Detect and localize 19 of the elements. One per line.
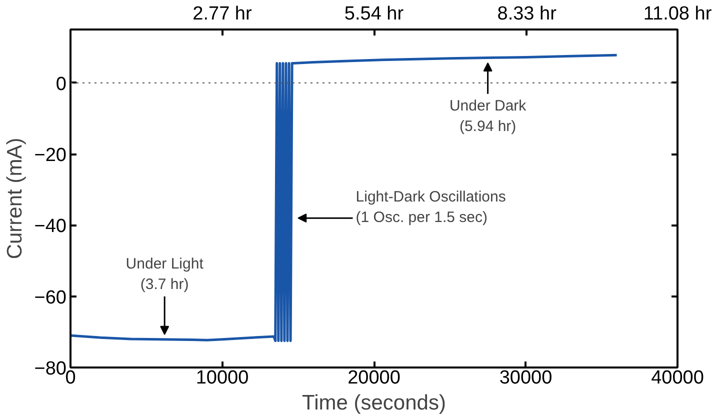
annotation: Light-Dark Oscillations (1 Osc. per 1.5 sec) (356, 188, 506, 226)
annotation: Under Light (3.7 hr) (126, 255, 204, 293)
y-tick-label: −20 (34, 145, 67, 166)
x-tick-label: 10000 (196, 368, 249, 388)
x2-tick-label: 8.33 hr (497, 4, 558, 24)
y-tick-label: −60 (34, 287, 67, 308)
x-axis-title: Time (seconds) (302, 392, 446, 414)
y-axis-title: Current (mA) (3, 138, 26, 260)
y-tick-label: 0 (56, 74, 67, 95)
line-series (70, 54, 618, 342)
x2-tick-label: 11.08 hr (643, 4, 712, 24)
x-tick-label: 40000 (651, 368, 704, 388)
x-tick-label: 20000 (348, 368, 400, 388)
x2-tick-label: 5.54 hr (344, 4, 404, 24)
y-tick-label: −40 (34, 216, 67, 238)
annotation: Under Dark (5.94 hr) (449, 97, 527, 135)
y-tick-label: −80 (34, 358, 67, 380)
x2-tick-label: 2.77 hr (192, 4, 252, 24)
x-tick-label: 30000 (499, 368, 552, 388)
